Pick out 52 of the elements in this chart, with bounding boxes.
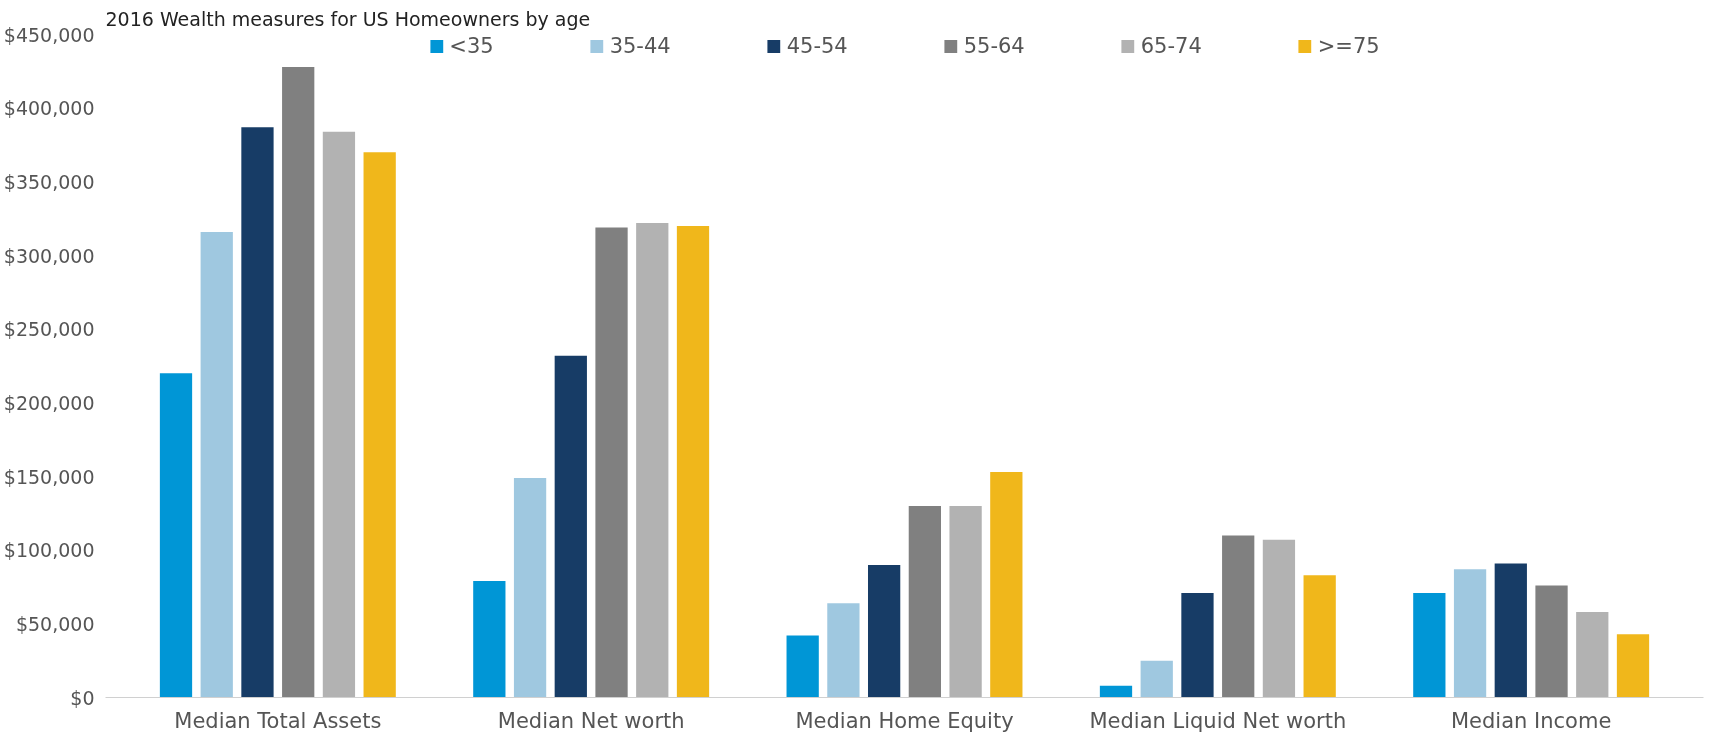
x-tick-label: Median Income <box>1451 708 1612 733</box>
y-tick-label: $150,000 <box>3 465 95 488</box>
bar <box>1576 612 1609 698</box>
legend-label: >=75 <box>1317 34 1380 58</box>
y-tick-label: $350,000 <box>3 170 95 193</box>
bar <box>513 477 547 698</box>
bar <box>1535 585 1568 698</box>
y-tick-label: $300,000 <box>3 244 95 267</box>
bar <box>200 231 233 698</box>
bar <box>990 472 1023 698</box>
bar <box>473 581 506 698</box>
x-tick-label: Median Net worth <box>497 708 685 733</box>
bar <box>949 505 982 698</box>
y-tick-label: $200,000 <box>3 391 95 414</box>
bar <box>1494 563 1527 698</box>
bar <box>676 226 710 698</box>
bar <box>908 505 941 698</box>
bar <box>827 603 860 698</box>
bar <box>363 152 396 698</box>
bar <box>159 373 193 698</box>
legend-label: 35-44 <box>609 34 671 58</box>
chart-title: 2016 Wealth measures for US Homeowners by age <box>105 7 591 30</box>
bar <box>786 635 819 698</box>
bar <box>554 355 587 698</box>
x-tick-label: Median Liquid Net worth <box>1089 708 1347 733</box>
bar <box>282 66 315 698</box>
bar <box>868 564 901 698</box>
bar <box>1262 539 1296 698</box>
bar <box>1453 569 1487 698</box>
bar <box>1303 575 1336 698</box>
bar <box>1222 535 1255 698</box>
legend-label: 55-64 <box>963 34 1025 58</box>
bar <box>636 223 669 698</box>
bar <box>1413 592 1446 698</box>
bar <box>1181 592 1214 698</box>
bar <box>595 227 628 698</box>
y-tick-label: $450,000 <box>3 23 95 46</box>
y-tick-label: $0 <box>70 686 95 709</box>
legend-label: 45-54 <box>786 34 848 58</box>
bar <box>1616 634 1650 698</box>
y-tick-label: $50,000 <box>15 612 95 635</box>
x-tick-label: Median Total Assets <box>174 708 382 733</box>
y-tick-label: $100,000 <box>3 539 95 562</box>
y-tick-label: $250,000 <box>3 318 95 341</box>
x-tick-label: Median Home Equity <box>795 708 1014 733</box>
bar <box>1140 660 1173 698</box>
bar <box>1099 685 1133 698</box>
legend-label: <35 <box>449 34 494 58</box>
legend-label: 65-74 <box>1140 34 1202 58</box>
bar <box>322 131 356 698</box>
bar <box>241 127 274 698</box>
y-tick-label: $400,000 <box>3 97 95 120</box>
